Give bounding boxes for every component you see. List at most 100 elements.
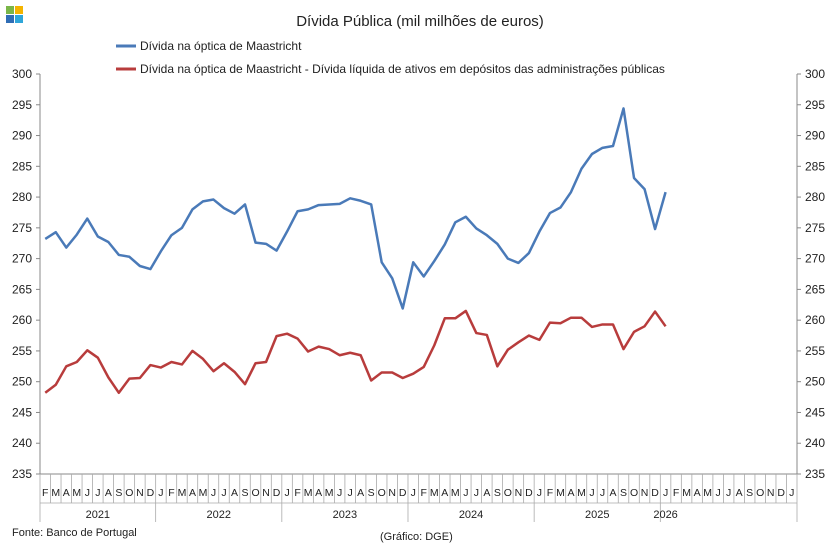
y-tick-label-right: 300 xyxy=(805,67,825,81)
x-month-label: S xyxy=(620,487,627,499)
x-month-label: J xyxy=(211,487,216,499)
y-tick-label-right: 285 xyxy=(805,159,825,173)
x-month-label: A xyxy=(189,487,196,499)
y-tick-label-left: 240 xyxy=(12,436,32,450)
y-tick-label-right: 265 xyxy=(805,282,825,296)
y-tick-label-left: 285 xyxy=(12,159,32,173)
y-tick-label-right: 280 xyxy=(805,190,825,204)
x-month-label: J xyxy=(158,487,163,499)
x-month-label: J xyxy=(337,487,342,499)
x-month-label: F xyxy=(168,487,174,499)
y-tick-label-right: 250 xyxy=(805,375,825,389)
x-month-label: S xyxy=(494,487,501,499)
x-month-label: M xyxy=(178,487,187,499)
x-month-label: N xyxy=(641,487,649,499)
x-month-label: A xyxy=(63,487,70,499)
x-month-label: F xyxy=(294,487,300,499)
chart-legend: Dívida na óptica de Maastricht Dívida na … xyxy=(116,39,665,76)
y-tick-label-left: 270 xyxy=(12,252,32,266)
x-month-label: O xyxy=(504,487,512,499)
x-month-label: F xyxy=(673,487,679,499)
x-month-label: M xyxy=(304,487,313,499)
x-month-label: A xyxy=(441,487,448,499)
y-tick-label-right: 260 xyxy=(805,313,825,327)
x-month-label: A xyxy=(609,487,616,499)
x-month-label: D xyxy=(777,487,785,499)
x-year-label: 2024 xyxy=(459,509,483,521)
x-month-label: J xyxy=(716,487,721,499)
chart-credit: (Gráfico: DGE) xyxy=(380,531,453,543)
logo-square-blue xyxy=(6,15,14,23)
legend-label-2: Dívida na óptica de Maastricht - Dívida … xyxy=(140,62,665,76)
x-month-label: M xyxy=(556,487,565,499)
source-note: Fonte: Banco de Portugal xyxy=(12,527,137,539)
y-tick-label-right: 295 xyxy=(805,98,825,112)
y-tick-label-left: 235 xyxy=(12,467,32,481)
x-month-label: O xyxy=(125,487,133,499)
y-tick-label-right: 240 xyxy=(805,436,825,450)
x-month-label: A xyxy=(231,487,238,499)
x-month-label: J xyxy=(600,487,605,499)
x-month-label: J xyxy=(474,487,479,499)
x-month-label: D xyxy=(273,487,281,499)
x-month-label: S xyxy=(115,487,122,499)
x-month-label: N xyxy=(515,487,523,499)
x-month-label: D xyxy=(651,487,659,499)
x-month-label: D xyxy=(525,487,533,499)
y-tick-label-left: 260 xyxy=(12,313,32,327)
y-tick-label-left: 290 xyxy=(12,129,32,143)
x-month-label: A xyxy=(357,487,364,499)
x-month-label: J xyxy=(95,487,100,499)
y-tick-label-left: 265 xyxy=(12,282,32,296)
y-tick-label-right: 275 xyxy=(805,221,825,235)
x-month-label: N xyxy=(136,487,144,499)
x-month-label: J xyxy=(85,487,90,499)
logo-square-green xyxy=(6,6,14,14)
y-tick-label-right: 255 xyxy=(805,344,825,358)
y-tick-label-right: 235 xyxy=(805,467,825,481)
y-tick-label-left: 295 xyxy=(12,98,32,112)
x-month-label: J xyxy=(789,487,794,499)
x-month-label: A xyxy=(694,487,701,499)
x-year-label: 2025 xyxy=(585,509,609,521)
x-month-label: O xyxy=(251,487,259,499)
y-tick-label-left: 275 xyxy=(12,221,32,235)
x-month-label: D xyxy=(399,487,407,499)
legend-label-1: Dívida na óptica de Maastricht xyxy=(140,39,302,53)
x-month-label: O xyxy=(756,487,764,499)
y-tick-label-left: 280 xyxy=(12,190,32,204)
logo-square-yellow xyxy=(15,6,23,14)
plot-area xyxy=(44,107,667,395)
y-tick-label-left: 255 xyxy=(12,344,32,358)
x-month-label: M xyxy=(325,487,334,499)
x-month-label: N xyxy=(767,487,775,499)
x-month-label: F xyxy=(42,487,48,499)
x-month-label: J xyxy=(348,487,353,499)
x-year-label: 2026 xyxy=(653,509,677,521)
y-tick-label-left: 250 xyxy=(12,375,32,389)
x-month-label: F xyxy=(421,487,427,499)
x-month-label: D xyxy=(147,487,155,499)
x-month-label: J xyxy=(537,487,542,499)
x-month-label: A xyxy=(567,487,574,499)
x-year-label: 2023 xyxy=(333,509,357,521)
y-tick-label-left: 300 xyxy=(12,67,32,81)
x-month-label: J xyxy=(284,487,289,499)
x-month-label: N xyxy=(388,487,396,499)
x-month-label: M xyxy=(72,487,81,499)
x-month-label: M xyxy=(199,487,208,499)
brand-logo-icon xyxy=(6,6,24,24)
x-month-label: M xyxy=(577,487,586,499)
x-month-label: J xyxy=(221,487,226,499)
x-month-label: A xyxy=(105,487,112,499)
x-year-label: 2022 xyxy=(206,509,230,521)
chart-title: Dívida Pública (mil milhões de euros) xyxy=(296,13,544,30)
y-tick-label-right: 290 xyxy=(805,129,825,143)
x-month-label: J xyxy=(411,487,416,499)
x-month-label: J xyxy=(663,487,668,499)
logo-square-cyan xyxy=(15,15,23,23)
chart-axes: 235 235 240 240 245 245 250 250 255 255 260 260 265 2… xyxy=(12,67,825,481)
x-month-label: O xyxy=(630,487,638,499)
